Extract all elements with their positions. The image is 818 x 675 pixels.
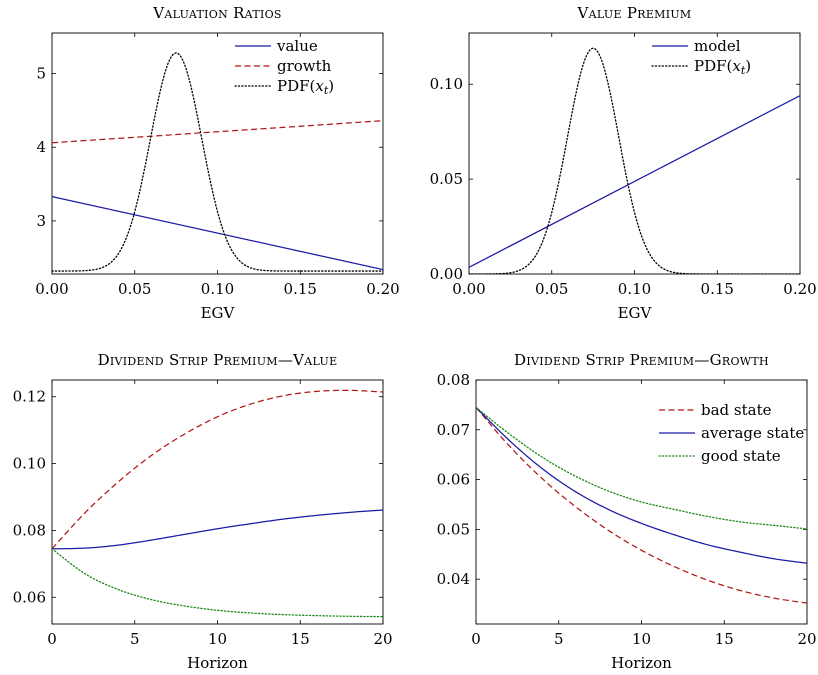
y-tick-label: 0.12	[13, 388, 46, 406]
legend-label: PDF(xt)	[694, 57, 751, 77]
y-tick-label: 0.08	[437, 371, 470, 389]
x-tick-label: 10	[632, 630, 651, 648]
legend-label: PDF(xt)	[277, 77, 334, 97]
x-tick-label: 0.15	[701, 280, 734, 298]
series-line-pdf-x-t-	[52, 52, 383, 272]
y-tick-label: 0.08	[13, 521, 46, 539]
series-line-good-state	[476, 406, 807, 530]
x-tick-label: 5	[130, 630, 140, 648]
series-line-pdf-x-t-	[469, 47, 800, 274]
legend-label: bad state	[701, 401, 772, 419]
x-tick-label: 20	[373, 630, 392, 648]
legend-label: value	[276, 37, 318, 55]
legend-label-end: )	[328, 77, 334, 95]
x-tick-label: 20	[797, 630, 816, 648]
x-tick-label: 0.05	[118, 280, 151, 298]
x-tick-label: 0.15	[284, 280, 317, 298]
chart-panel-3: Dividend Strip Premium—Value 0 5 10 15 20 0.06…	[13, 351, 393, 672]
x-tick-label: 15	[291, 630, 310, 648]
series-line-growth	[52, 120, 383, 144]
y-tick-label: 0.10	[430, 75, 463, 93]
legend-label-main: PDF(	[277, 77, 315, 95]
y-tick-label: 3	[36, 212, 46, 230]
legend-label-var: x	[732, 57, 741, 75]
legend-label: good state	[701, 447, 781, 465]
x-tick-label: 0	[471, 630, 481, 648]
legend-label-end: )	[745, 57, 751, 75]
y-tick-label: 5	[36, 65, 46, 83]
x-tick-label: 0.10	[201, 280, 234, 298]
x-tick-label: 0.20	[366, 280, 399, 298]
y-tick-label: 4	[36, 138, 46, 156]
y-tick-label: 0.05	[437, 520, 470, 538]
legend-label: average state	[701, 424, 804, 442]
plot-frame	[51, 32, 384, 275]
chart-panel-4: Dividend Strip Premium—Growth 0 5 10 15 20 0.0…	[437, 351, 817, 672]
x-tick-label: 0.20	[783, 280, 816, 298]
legend-label: model	[694, 37, 741, 55]
x-axis-label: Horizon	[187, 654, 248, 672]
y-tick-label: 0.10	[13, 455, 46, 473]
y-tick-label: 0.05	[430, 170, 463, 188]
x-tick-label: 0.05	[535, 280, 568, 298]
series-line-bad-state	[476, 406, 807, 604]
y-tick-label: 0.00	[430, 265, 463, 283]
x-axis-label: EGV	[618, 304, 653, 322]
x-tick-label: 0.10	[618, 280, 651, 298]
chart-title: Valuation Ratios	[152, 4, 282, 22]
x-axis-label: Horizon	[611, 654, 672, 672]
legend-label-sub: t	[324, 84, 329, 97]
series-line-average-state	[476, 406, 807, 564]
chart-panel-1: Valuation Ratios 0.00 0.05 0.10 0.15 0.20 3 4 5 E…	[35, 4, 399, 322]
series-line-3	[52, 548, 383, 618]
y-tick-label: 0.07	[437, 421, 470, 439]
legend-label-sub: t	[741, 64, 746, 77]
y-tick-label: 0.06	[437, 471, 470, 489]
series-line-model	[469, 95, 800, 268]
y-tick-label: 0.06	[13, 588, 46, 606]
x-tick-label: 0	[47, 630, 57, 648]
x-tick-label: 0.00	[35, 280, 68, 298]
chart-title: Dividend Strip Premium—Growth	[514, 351, 769, 369]
series-line-value	[52, 195, 383, 271]
legend-label-var: x	[315, 77, 324, 95]
series-line-2	[52, 509, 383, 550]
chart-panel-2: Value Premium 0.00 0.05 0.10 0.15 0.20 0.00 0.0…	[430, 4, 817, 322]
x-tick-label: 0.00	[452, 280, 485, 298]
x-tick-label: 15	[715, 630, 734, 648]
series-line-1	[52, 389, 383, 550]
x-tick-label: 10	[208, 630, 227, 648]
legend-label-main: PDF(	[694, 57, 732, 75]
legend-label: growth	[277, 57, 332, 75]
x-axis-label: EGV	[201, 304, 236, 322]
chart-title: Value Premium	[577, 4, 692, 22]
chart-title: Dividend Strip Premium—Value	[98, 351, 338, 369]
x-tick-label: 5	[554, 630, 564, 648]
y-tick-label: 0.04	[437, 570, 470, 588]
